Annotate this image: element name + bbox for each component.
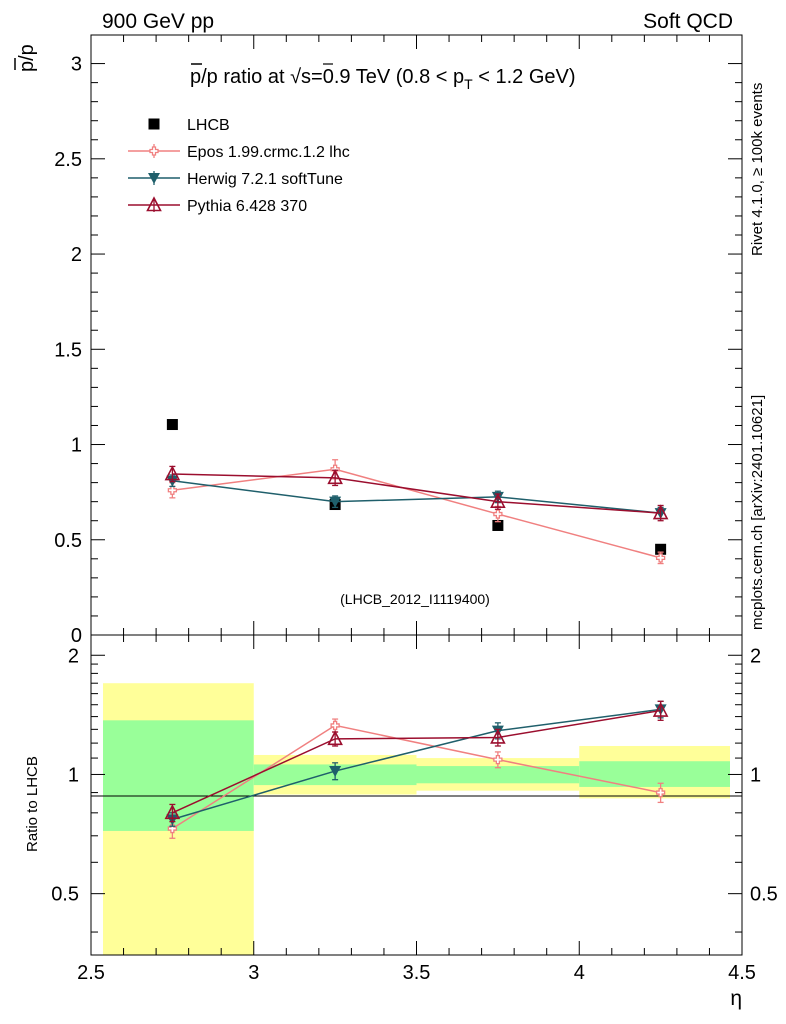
main-ytick-label: 3 (71, 54, 82, 76)
ratio-point-2 (652, 701, 669, 717)
title-sqrt: √ (290, 66, 301, 88)
header-left: 900 GeV pp (102, 10, 214, 33)
ratio-point-0 (493, 754, 503, 765)
ratio-xlabel: η (730, 987, 742, 1010)
main-line-3 (172, 473, 661, 514)
main-point-1 (493, 509, 503, 519)
main-point-2 (329, 496, 342, 508)
ratio-ytick-label-left: 0.5 (51, 884, 79, 906)
main-point-1 (655, 553, 666, 563)
ratio-xtick-label: 4.5 (728, 962, 756, 984)
ratio-frame (90, 634, 743, 956)
legend-marker-1 (149, 146, 159, 156)
legend-label-0: LHCB (187, 117, 230, 134)
ratio-xtick-label: 3.5 (403, 962, 431, 984)
legend: LHCB Epos 1.99.crmc.1.2 lhc Herwig 7.2.1 s… (128, 117, 350, 215)
ratio-band-green (103, 720, 254, 831)
ratio-ylabel: Ratio to LHCB (24, 756, 41, 852)
main-ytick-label: 0 (71, 625, 82, 647)
ratio-ytick-label-right: 2 (750, 645, 761, 667)
title-s: s (301, 66, 311, 88)
title-pbar-p: p/p ratio at (190, 66, 290, 88)
main-point-3 (652, 504, 669, 520)
ratio-point-0 (330, 720, 340, 731)
ratio-point-1 (329, 766, 342, 778)
ratio-panel: 0.5 0.5 1 1 2 2 2.5 3 3.5 4 4.5 Ratio to LHCB η (24, 634, 778, 1010)
header-right: Soft QCD (643, 10, 733, 33)
main-ytick-label: 1 (71, 435, 82, 457)
main-point-3 (327, 469, 343, 485)
main-point-3 (490, 492, 506, 508)
main-ylabel: p/p (16, 44, 38, 72)
ratio-point-0 (167, 823, 178, 834)
legend-marker-2 (148, 173, 160, 184)
main-point-1 (167, 485, 178, 495)
ratio-xtick-label: 3 (248, 962, 259, 984)
main-panel: 0.5 1 1.5 2 2.5 3 0 p/p ratio at √s=0.9 TeV (0… (14, 34, 743, 647)
ratio-point-0 (655, 787, 666, 798)
main-line-2 (172, 479, 661, 514)
legend-label-2: Herwig 7.2.1 softTune (187, 171, 343, 188)
main-ytick-label: 2 (71, 244, 82, 266)
ratio-ytick-label-left: 1 (68, 764, 79, 786)
ratio-line-2 (172, 709, 661, 814)
ratio-point-2 (327, 730, 343, 746)
mcplots-label: mcplots.cern.ch [arXiv:2401.10621] (749, 395, 766, 630)
ratio-ytick-label-right: 1 (750, 764, 761, 786)
analysis-id: (LHCB_2012_I1119400) (340, 591, 490, 607)
title-mid: =0.9 TeV (0.8 < p (311, 66, 464, 88)
ratio-band-green (416, 766, 580, 784)
main-point-3 (164, 465, 181, 481)
ratio-line-1 (172, 708, 661, 821)
legend-marker-3 (146, 196, 162, 212)
ratio-point-2 (164, 804, 181, 820)
legend-marker-0 (148, 118, 160, 130)
main-point-0 (655, 543, 667, 555)
main-ytick-label: 2.5 (54, 149, 82, 171)
legend-label-3: Pythia 6.428 370 (187, 198, 307, 215)
main-point-0 (492, 519, 504, 531)
ratio-point-2 (490, 728, 506, 744)
ratio-ytick-label-right: 0.5 (750, 884, 778, 906)
main-ytick-label: 0.5 (54, 530, 82, 552)
main-title: p/p ratio at √s=0.9 TeV (0.8 < pT < 1.2 … (190, 66, 576, 92)
ratio-ytick-label-left: 2 (68, 645, 79, 667)
main-ytick-label: 1.5 (54, 339, 82, 361)
ratio-xtick-label: 2.5 (77, 962, 105, 984)
ratio-line-0 (171, 724, 661, 830)
main-line-1 (172, 468, 661, 559)
title-tail: < 1.2 GeV) (473, 66, 576, 88)
ratio-xtick-label: 4 (574, 962, 585, 984)
rivet-label: Rivet 4.1.0, ≥ 100k events (749, 83, 766, 256)
title-sub: T (464, 76, 473, 92)
ratio-band-green (579, 761, 730, 787)
legend-label-1: Epos 1.99.crmc.1.2 lhc (187, 144, 350, 161)
main-point-0 (166, 419, 178, 431)
